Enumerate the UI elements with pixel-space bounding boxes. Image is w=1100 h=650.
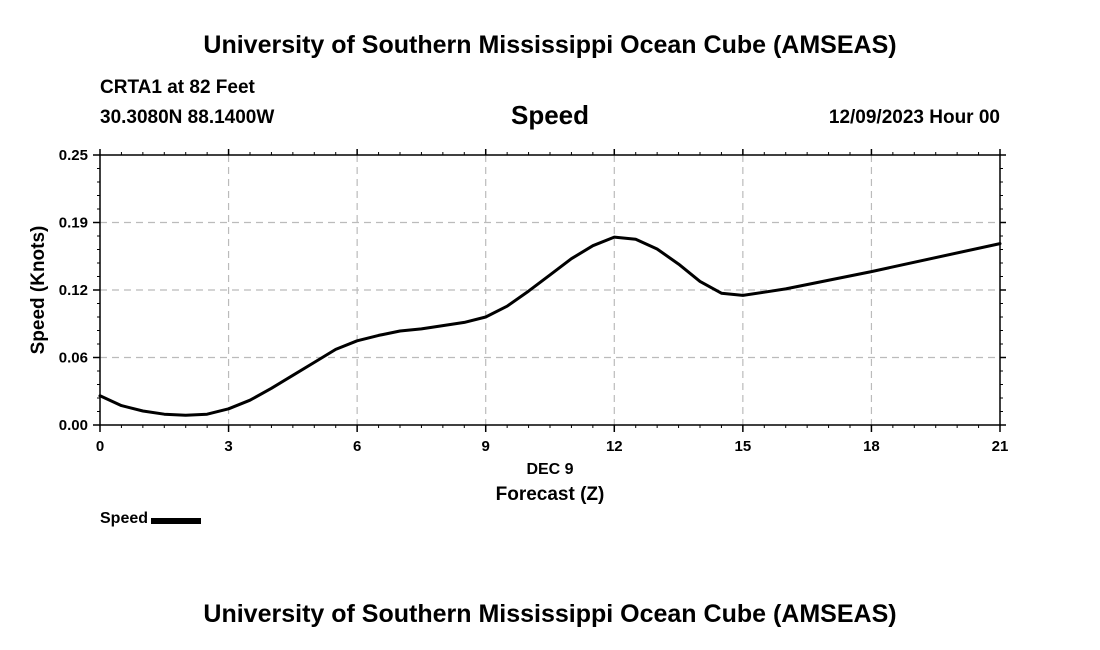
legend-label: Speed — [100, 510, 149, 527]
x-axis-day-label: DEC 9 — [526, 461, 573, 478]
y-tick-label: 0.19 — [59, 215, 88, 232]
x-tick-label: 9 — [482, 438, 490, 455]
label-layer: 0 3 6 9 12 15 18 21 0.00 0.06 0.12 0.19 0.25 — [59, 147, 1009, 455]
y-tick-label: 0.12 — [59, 282, 88, 299]
legend: Speed — [100, 510, 202, 528]
forecast-date: 12/09/2023 Hour 00 — [828, 107, 1000, 128]
tick-layer — [93, 149, 1006, 432]
x-tick-label: 15 — [735, 438, 752, 455]
station-coordinates: 30.3080N 88.1400W — [100, 107, 275, 128]
chart-title-bottom: University of Southern Mississippi Ocean… — [203, 600, 897, 628]
x-tick-label: 0 — [96, 438, 104, 455]
y-tick-label: 0.06 — [59, 350, 88, 367]
legend-swatch — [151, 517, 202, 524]
x-tick-label: 21 — [992, 438, 1009, 455]
x-axis-label: Forecast (Z) — [496, 484, 605, 505]
y-tick-label: 0.25 — [59, 147, 88, 164]
x-tick-label: 18 — [863, 438, 880, 455]
y-tick-label: 0.00 — [59, 417, 88, 434]
series-line-speed — [98, 235, 1002, 417]
x-tick-label: 6 — [353, 438, 361, 455]
chart-subtitle: Speed — [510, 100, 590, 130]
chart-title-top: University of Southern Mississippi Ocean… — [203, 31, 897, 59]
y-axis-label: Speed (Knots) — [28, 226, 49, 355]
x-tick-label: 12 — [606, 438, 623, 455]
station-label: CRTA1 at 82 Feet — [100, 77, 255, 98]
grid-layer — [100, 154, 1000, 425]
x-tick-label: 3 — [224, 438, 232, 455]
